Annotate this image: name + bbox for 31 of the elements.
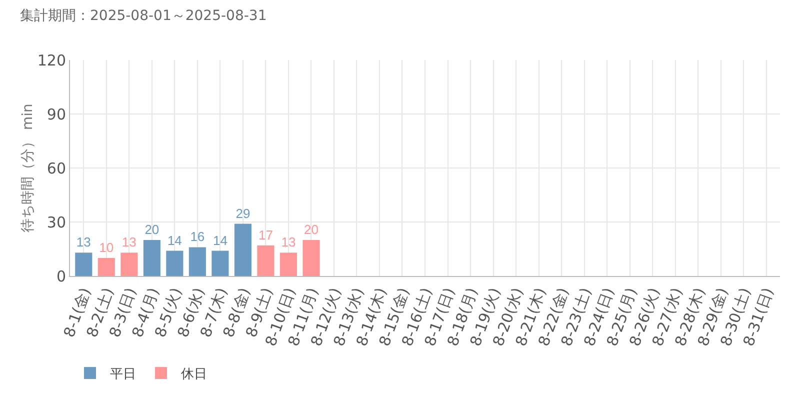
bar xyxy=(188,247,206,276)
bar xyxy=(120,252,138,276)
bar xyxy=(98,258,115,276)
bar xyxy=(166,250,184,276)
y-tick-label: 90 xyxy=(46,105,66,124)
bar xyxy=(257,245,274,276)
y-tick-label: 120 xyxy=(37,51,66,70)
data-label: 13 xyxy=(76,234,91,250)
legend-label: 平日 xyxy=(110,367,136,382)
bar xyxy=(212,250,229,276)
data-label: 14 xyxy=(212,232,228,248)
data-label: 16 xyxy=(190,229,205,244)
data-label: 29 xyxy=(236,206,250,221)
bar xyxy=(234,224,252,276)
bar xyxy=(280,252,297,276)
y-tick-label: 30 xyxy=(46,213,66,232)
bar xyxy=(302,240,320,276)
chart-title: 集計期間：2025-08-01～2025-08-31 xyxy=(20,8,267,24)
bar xyxy=(75,252,92,276)
data-label: 13 xyxy=(281,234,296,250)
data-label: 17 xyxy=(258,227,273,242)
data-label: 20 xyxy=(144,222,160,237)
data-label: 20 xyxy=(304,222,318,237)
legend-label: 休日 xyxy=(181,367,207,382)
y-axis-title: 待ち時間（分） min xyxy=(20,104,36,232)
y-tick-label: 0 xyxy=(56,267,66,286)
data-label: 13 xyxy=(122,234,136,250)
y-tick-label: 60 xyxy=(46,159,66,178)
data-label: 14 xyxy=(167,232,182,248)
data-label: 10 xyxy=(99,240,114,255)
bar xyxy=(143,240,160,276)
